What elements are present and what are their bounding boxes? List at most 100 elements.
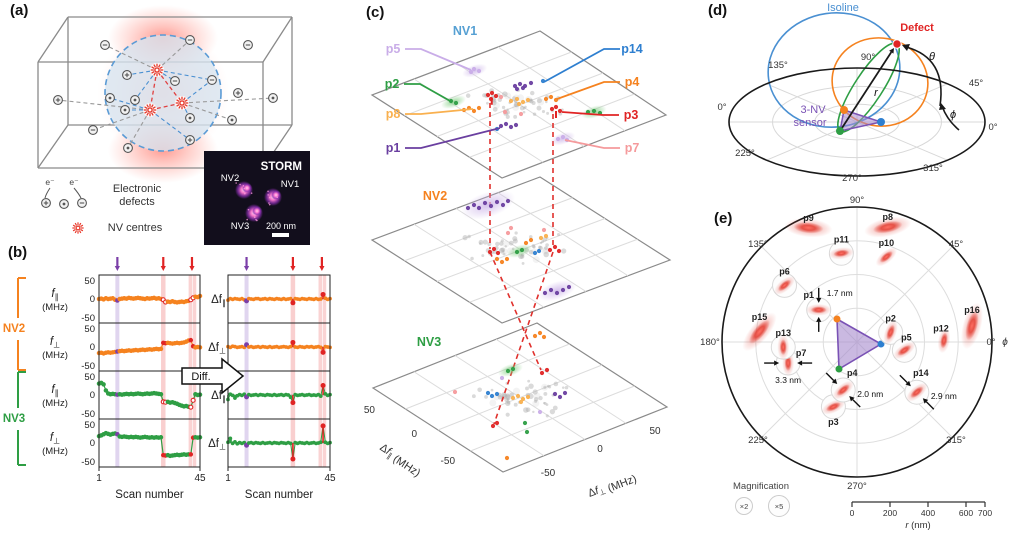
cluster-point-lavender [537, 409, 543, 415]
cluster-glow [537, 280, 577, 302]
cluster-point-purple [482, 200, 488, 206]
degree-label: 0° [988, 122, 997, 133]
delta-data-point [242, 345, 247, 350]
plane-grid [470, 385, 635, 452]
cluster-point-purple [560, 287, 566, 293]
arrow [852, 399, 861, 408]
scalebar-tick-label: 0 [850, 508, 855, 518]
dot-glyph [126, 146, 130, 150]
storm-speckle [268, 196, 271, 199]
noise-dot [521, 261, 525, 265]
cluster-point-amber [538, 235, 544, 241]
cluster-point-purple [554, 290, 560, 296]
noise-dot [542, 237, 548, 242]
noise-dot [531, 244, 536, 248]
cluster-point-red [487, 249, 493, 255]
degree-label: 0° [717, 102, 726, 113]
cluster-point-red [491, 246, 497, 252]
cluster-point-green [453, 100, 459, 106]
cluster-point-purple [465, 205, 471, 211]
degree-label: 315° [946, 435, 966, 446]
noise-dot [536, 105, 542, 111]
arrow [825, 372, 835, 381]
electron-label: e⁻ [69, 177, 79, 187]
defect-blob-p16 [965, 311, 979, 341]
panel-a-label: (a) [10, 2, 29, 19]
noise-dot [487, 242, 492, 247]
sensor-dot-orange [840, 106, 848, 114]
electronic-defect-icon [122, 70, 132, 80]
noise-blob [493, 101, 501, 109]
plane-name-nv1: NV1 [453, 24, 477, 38]
cluster-point-red [552, 244, 558, 250]
hemisphere-grid-spoke [856, 121, 948, 161]
delta-axis-name: Δf∥ [211, 390, 226, 404]
arrow-head [922, 398, 929, 404]
defect-link-gray [181, 97, 274, 104]
cluster-point-pink [541, 227, 547, 233]
noise-dot [525, 386, 529, 391]
point-label-p1: p1 [386, 141, 401, 155]
noise-dot [504, 245, 507, 248]
defect-label: Defect [900, 22, 934, 34]
noise-dot [513, 402, 518, 407]
noise-blob [512, 103, 520, 111]
noise-dot [529, 99, 534, 104]
point-label-p4: p4 [625, 75, 640, 89]
f-data-point [103, 388, 109, 393]
storm-speckle [267, 194, 269, 196]
noise-dot [492, 106, 498, 112]
point-label-p7: p7 [796, 348, 807, 358]
delta-data-point [290, 456, 296, 462]
point-label-p13: p13 [776, 328, 792, 338]
f-data-point [188, 404, 194, 410]
cluster-point-lavender [468, 69, 474, 75]
delta-data-point [242, 392, 247, 397]
noise-dot [523, 106, 526, 110]
delta-data-point [230, 393, 235, 398]
electronic-defect-icon [88, 125, 98, 135]
noise-dot [549, 408, 556, 415]
point-label-p11: p11 [834, 234, 849, 244]
noise-dot [561, 386, 565, 389]
cluster-point-amber [525, 394, 531, 400]
noise-dot [546, 384, 550, 388]
noise-dot [546, 111, 550, 115]
c-axis-tick: 0 [411, 429, 417, 440]
point-label-p15: p15 [752, 312, 768, 322]
storm-nv2-label: NV2 [221, 173, 239, 184]
scalebar-tick-label: 400 [921, 508, 935, 518]
nv-ray [176, 99, 180, 102]
point-label-p2: p2 [385, 77, 400, 91]
noise-dot [522, 110, 526, 114]
cluster-point-pink [508, 225, 514, 231]
electronic-defect-icon [227, 115, 237, 125]
cluster-point-red [493, 93, 499, 99]
defect-blob-p6 [778, 279, 792, 292]
electronic-defect-icon [243, 40, 253, 50]
noise-dot [524, 105, 527, 109]
cluster-point-lavender [471, 66, 477, 72]
legend-electronic-defects: Electronic [113, 183, 162, 195]
f-data-point [188, 452, 194, 457]
y-tick: -50 [81, 409, 95, 420]
cluster-point-purple [500, 202, 506, 208]
cluster-point-orange [537, 330, 543, 336]
noise-dot [556, 232, 561, 237]
cluster-point-purple [566, 284, 572, 290]
phi-axis-label: ϕ [1002, 337, 1008, 348]
noise-dot [486, 101, 489, 105]
dot-glyph [133, 98, 137, 102]
x-axis-label: Scan number [245, 489, 314, 501]
plane-grid [413, 223, 545, 308]
nv-ray [78, 230, 82, 234]
delta-data-point [233, 396, 237, 400]
nv-ray [178, 97, 181, 101]
noise-dot [553, 381, 559, 387]
degree-label: 45° [949, 239, 964, 250]
noise-dot [545, 414, 549, 418]
nv-ray [159, 66, 163, 69]
sensor-label: sensor [793, 117, 826, 129]
nv-ray [146, 112, 149, 116]
